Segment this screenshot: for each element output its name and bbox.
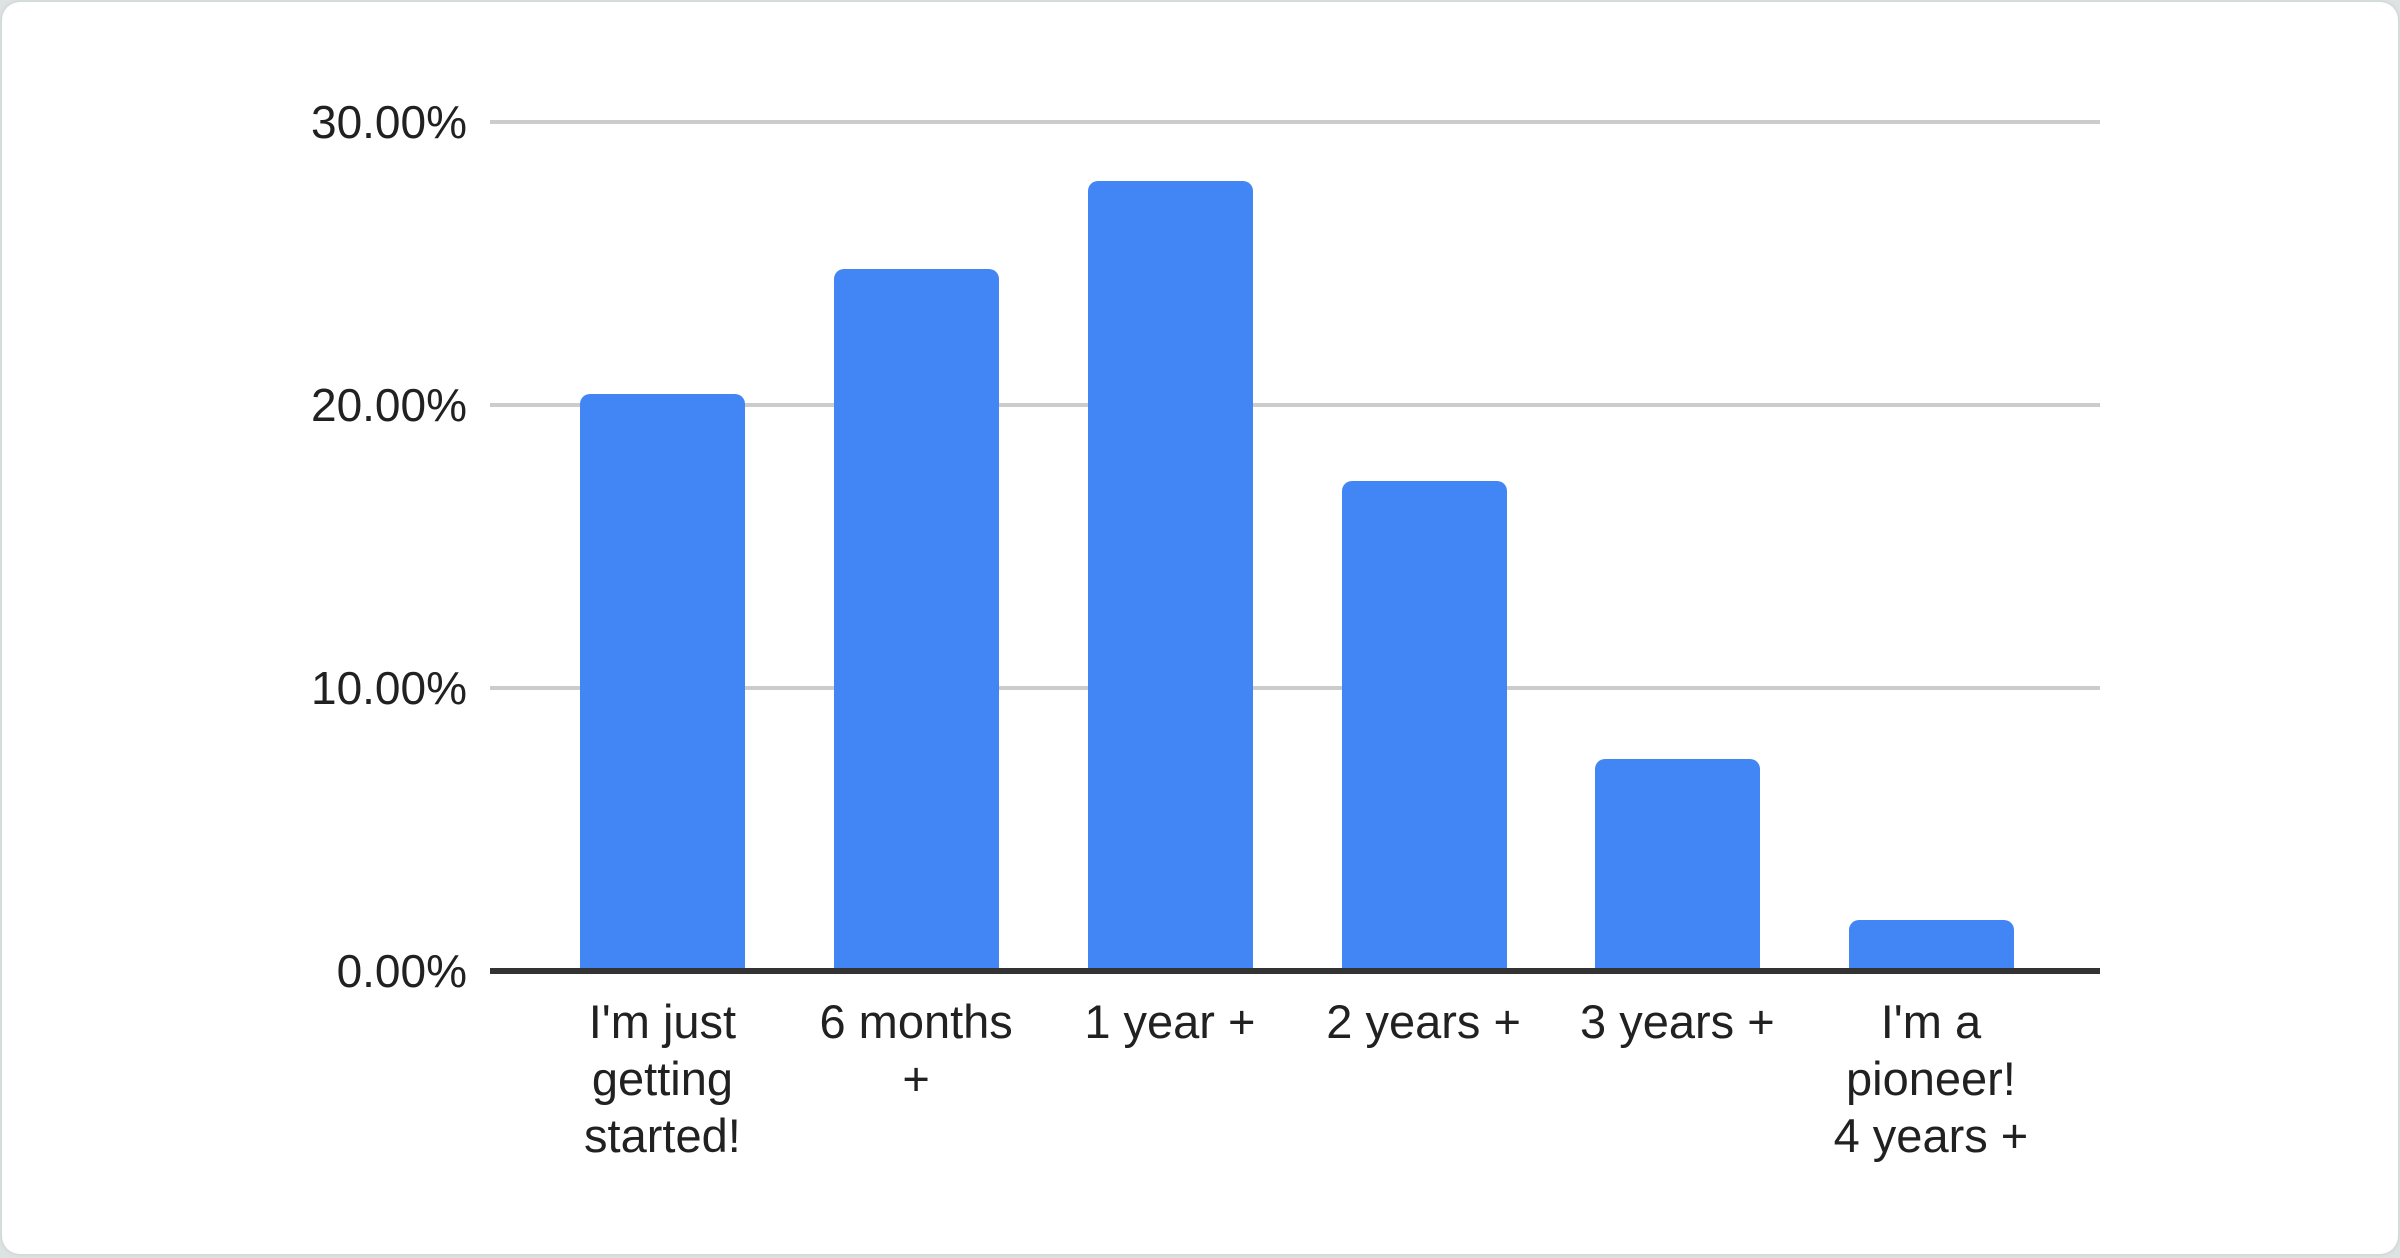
bar-6 xyxy=(1849,920,2014,971)
y-axis-tick-label: 0.00% xyxy=(2,942,467,1000)
gridline xyxy=(490,120,2100,124)
x-axis-tick-label: I'm just getting started! xyxy=(537,993,787,1164)
x-axis-tick-label: 1 year + xyxy=(1045,993,1295,1050)
x-axis-tick-label: 3 years + xyxy=(1552,993,1802,1050)
y-axis-tick-label: 30.00% xyxy=(2,93,467,151)
bar-3 xyxy=(1088,181,1253,971)
bar-4 xyxy=(1342,481,1507,971)
y-axis-tick-label: 20.00% xyxy=(2,376,467,434)
x-axis-line xyxy=(490,968,2100,974)
y-axis: 30.00% 20.00% 10.00% 0.00% xyxy=(2,2,467,1258)
y-axis-tick-label: 10.00% xyxy=(2,659,467,717)
x-axis: I'm just getting started!6 months +1 yea… xyxy=(490,993,2100,1233)
x-axis-tick-label: 6 months + xyxy=(791,993,1041,1107)
x-axis-tick-label: 2 years + xyxy=(1299,993,1549,1050)
bar-5 xyxy=(1595,759,1760,971)
plot-area xyxy=(490,122,2100,971)
x-axis-tick-label: I'm a pioneer! 4 years + xyxy=(1806,993,2056,1164)
bar-1 xyxy=(580,394,745,971)
bar-2 xyxy=(834,269,999,971)
